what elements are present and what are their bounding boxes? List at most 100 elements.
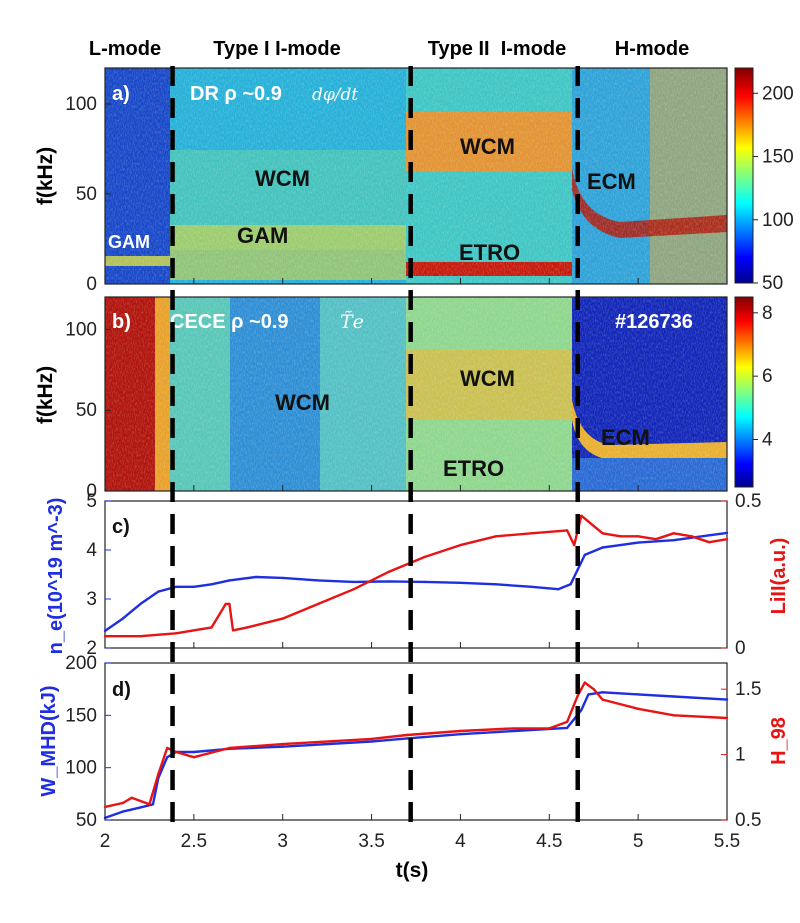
panel-d-y-label-right: H_98 xyxy=(768,717,790,765)
panel-b-annotation-ecm: ECM xyxy=(601,425,650,450)
panel-a-annotation-ecm: ECM xyxy=(587,169,636,194)
panel-d-point-w-mhd xyxy=(166,756,169,759)
panel-c-left-tick-label: 2 xyxy=(86,638,97,659)
panel-b-colorbar-ticks: 4 6 8 xyxy=(753,303,773,451)
panel-a-annotation-gam-l-mode: GAM xyxy=(108,232,150,252)
x-tick-label: 2 xyxy=(100,831,111,852)
panel-a-frame xyxy=(104,67,728,285)
panel-d-point-h-98 xyxy=(370,737,373,741)
panel-a-colorbar-tick-label: 50 xyxy=(762,273,783,294)
panel-d-point-w-mhd xyxy=(580,708,583,712)
panel-d-point-h-98 xyxy=(601,698,604,701)
panel-d-y-axis-right: 0.5 1 1.5 xyxy=(721,679,761,831)
panel-d-point-h-98 xyxy=(672,714,675,717)
panel-a-title-math: dφ/dt xyxy=(312,85,358,105)
panel-c-point-liii xyxy=(725,538,729,541)
panel-a-y-axis: 0 50 100 xyxy=(65,94,111,295)
panel-d-point-h-98 xyxy=(405,733,409,737)
x-tick-label: 3.5 xyxy=(358,831,384,852)
panel-c-point-liii xyxy=(388,570,391,573)
panel-c-point-liii xyxy=(423,555,427,559)
panel-a-title: DR ρ ~0.9 xyxy=(190,83,282,105)
panel-b-title-math: T̃e xyxy=(340,311,364,333)
panel-c-point-liii xyxy=(281,617,284,620)
panel-d-point-h-98 xyxy=(636,707,640,710)
panel-d-point-w-mhd xyxy=(725,698,729,701)
panel-c-left-tick-label: 3 xyxy=(86,589,97,610)
panel-d-left-tick-label: 50 xyxy=(76,810,97,831)
regime-label-type1: Type I I-mode xyxy=(213,38,340,60)
panel-d-left-tick-label: 100 xyxy=(65,758,97,779)
panel-c-point-n-e xyxy=(254,575,258,579)
panel-c-point-liii xyxy=(619,535,622,538)
panel-b-spectrogram: b) CECE ρ ~0.9 T̃e #126736 WCM WCM ETRO … xyxy=(34,296,773,502)
panel-c-point-liii xyxy=(174,632,178,635)
panel-b-y-tick-label: 0 xyxy=(86,481,97,502)
panel-c-left-tick-label: 5 xyxy=(86,491,97,512)
panel-c-point-n-e xyxy=(352,580,355,584)
panel-c-point-liii xyxy=(139,635,142,638)
panel-c-point-liii xyxy=(636,535,640,538)
panel-d-point-h-98 xyxy=(281,742,284,746)
panel-d-right-tick-label: 0.5 xyxy=(735,810,761,831)
panel-c-point-n-e xyxy=(557,588,560,591)
panel-c-point-n-e xyxy=(121,617,125,620)
x-axis-label: t(s) xyxy=(396,859,429,882)
panel-d-point-h-98 xyxy=(121,801,125,805)
panel-d-right-tick-label: 1 xyxy=(735,745,746,766)
panel-c-point-liii xyxy=(317,602,320,606)
panel-a-colorbar-ticks: 50 100 150 200 xyxy=(753,83,794,294)
panel-c-point-liii xyxy=(587,520,590,523)
panel-a-colorbar-tick-label: 200 xyxy=(762,83,794,104)
panel-a-annotation-wcm-type2: WCM xyxy=(460,134,515,159)
panel-d-point-w-mhd xyxy=(121,810,125,813)
panel-d-y-axis-left: 50 100 150 200 xyxy=(65,653,111,831)
panel-d-left-tick-label: 150 xyxy=(65,705,97,726)
panel-c-point-n-e xyxy=(708,534,711,537)
panel-c-point-n-e xyxy=(388,580,391,583)
panel-d-point-w-mhd xyxy=(565,726,569,730)
panel-a-y-tick-label: 0 xyxy=(86,274,97,295)
panel-c-label: c) xyxy=(112,516,130,538)
panel-d-point-h-98 xyxy=(725,716,729,720)
panel-b-annotation-wcm-type2: WCM xyxy=(460,366,515,391)
panel-b-colorbar xyxy=(734,296,754,488)
panel-b-title: CECE ρ ~0.9 xyxy=(170,311,289,333)
panel-c-point-n-e xyxy=(139,602,142,606)
panel-c-point-n-e xyxy=(174,585,178,588)
panel-c-point-liii xyxy=(672,532,675,535)
panel-d-point-h-98 xyxy=(192,756,196,759)
regime-label-type2: Type II I-mode xyxy=(428,38,567,60)
panel-a-colorbar-tick-label: 150 xyxy=(762,147,794,168)
panel-a-annotation-gam: GAM xyxy=(237,223,288,248)
panel-a-noise-texture xyxy=(105,68,727,284)
x-tick-label: 5 xyxy=(633,831,644,852)
panel-a-y-label: f(kHz) xyxy=(34,147,57,205)
panel-c-point-n-e xyxy=(636,541,640,544)
panel-c-right-tick-label: 0 xyxy=(735,638,746,659)
panel-c-point-liii xyxy=(103,635,107,638)
x-axis: 2 2.5 3 3.5 4 4.5 5 5.5 xyxy=(100,278,740,852)
panel-b-label: b) xyxy=(112,311,131,333)
panel-c-point-n-e xyxy=(228,579,231,582)
panel-c-point-liii xyxy=(530,532,533,535)
panel-c-y-axis-left: 2 3 4 5 xyxy=(86,491,111,659)
panel-b-y-axis: 0 50 100 xyxy=(65,319,111,502)
panel-b-y-tick-label: 50 xyxy=(76,400,97,421)
panel-c-point-liii xyxy=(565,529,569,532)
panel-c-point-n-e xyxy=(576,568,579,571)
panel-c-point-liii xyxy=(494,535,498,538)
panel-d-point-h-98 xyxy=(583,681,586,684)
panel-c-point-n-e xyxy=(423,580,427,584)
panel-b-colorbar-tick-label: 6 xyxy=(762,366,773,387)
panel-a-spectrogram: a) DR ρ ~0.9 dφ/dt WCM GAM GAM WCM ETRO … xyxy=(34,67,794,295)
regime-labels: L-mode Type I I-mode Type II I-mode H-mo… xyxy=(89,38,689,60)
panel-d-point-w-mhd xyxy=(405,737,409,740)
panel-c-point-liii xyxy=(708,541,711,544)
panel-c-frame xyxy=(104,500,728,649)
panel-d-label: d) xyxy=(112,679,131,701)
panel-c-series xyxy=(103,514,729,638)
panel-c-point-liii xyxy=(580,514,583,517)
panel-b-y-label: f(kHz) xyxy=(34,366,57,424)
panel-d-right-tick-label: 1.5 xyxy=(735,679,761,700)
